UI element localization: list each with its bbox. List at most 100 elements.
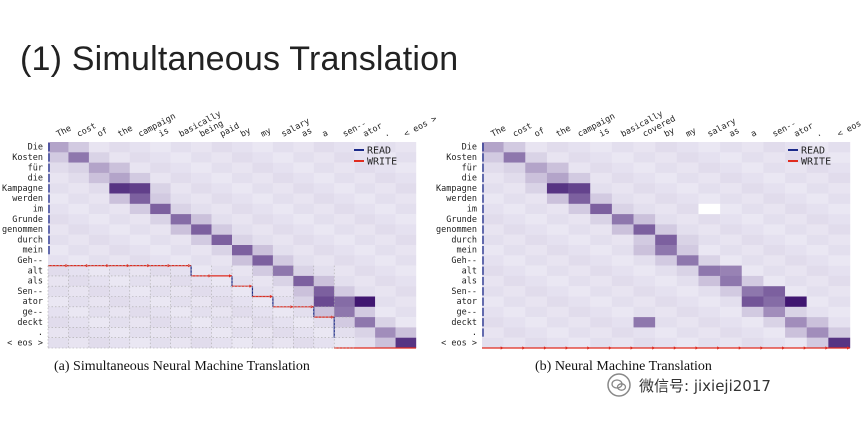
heatmap-cell xyxy=(375,306,396,318)
heatmap-cell xyxy=(129,306,151,318)
heatmap-cell xyxy=(633,193,656,204)
heatmap-cell xyxy=(655,162,678,174)
heatmap-cell xyxy=(313,255,335,266)
heatmap-cell xyxy=(568,142,591,153)
heatmap-cell xyxy=(785,183,807,194)
heatmap-cell xyxy=(633,255,656,266)
target-token-label: ge-- xyxy=(457,308,477,318)
heatmap-cell xyxy=(503,245,526,256)
heatmap-cell xyxy=(170,296,192,307)
heatmap-cell xyxy=(334,296,355,307)
watermark-text: 微信号: jixieji2017 xyxy=(639,376,771,395)
heatmap-cell xyxy=(503,183,526,194)
heatmap-cell xyxy=(546,245,569,256)
heatmap-cell xyxy=(720,152,742,163)
heatmap-cell xyxy=(232,152,253,163)
heatmap-cell xyxy=(293,193,314,204)
heatmap-cell xyxy=(48,234,69,246)
heatmap-cell xyxy=(806,142,829,153)
heatmap-cell xyxy=(546,172,569,184)
heatmap-cell xyxy=(546,234,569,246)
heatmap-cell xyxy=(232,142,253,153)
heatmap-cell xyxy=(395,234,417,246)
source-token-label: a xyxy=(321,128,330,139)
heatmap-cell xyxy=(272,234,294,246)
heatmap-cell xyxy=(828,337,851,349)
heatmap-cell xyxy=(590,234,613,246)
heatmap-cell xyxy=(806,183,829,194)
heatmap-cell xyxy=(68,162,90,174)
heatmap-cell xyxy=(48,317,69,328)
target-token-label: Kampagne xyxy=(436,184,477,194)
heatmap-cell xyxy=(698,172,721,184)
read-write-path xyxy=(482,143,850,350)
heatmap-cell xyxy=(191,275,212,287)
heatmap-cell xyxy=(68,245,90,256)
heatmap-cell xyxy=(375,224,396,235)
heatmap-cell xyxy=(568,203,591,215)
heatmap-cell xyxy=(525,337,548,349)
heatmap-cell xyxy=(655,193,678,204)
heatmap-cell xyxy=(48,306,69,318)
source-token-label: my xyxy=(684,126,698,140)
heatmap-cell xyxy=(109,286,130,297)
heatmap-cell xyxy=(88,152,110,163)
heatmap-cell xyxy=(109,224,130,235)
heatmap-cell xyxy=(252,296,274,307)
heatmap-cell xyxy=(720,142,742,153)
heatmap-cell xyxy=(375,337,396,349)
heatmap-cell xyxy=(741,224,764,235)
heatmap-cell xyxy=(293,183,314,194)
heatmap-cell xyxy=(590,224,613,235)
heatmap-cell xyxy=(88,306,110,318)
heatmap-cell xyxy=(503,214,526,225)
heatmap-cell xyxy=(590,214,613,225)
heatmap-cell xyxy=(48,275,69,287)
watermark: 微信号: jixieji2017 xyxy=(603,372,777,398)
source-token-label: of xyxy=(96,126,110,140)
heatmap-cell xyxy=(88,265,110,277)
heatmap-cell xyxy=(741,234,764,246)
heatmap-cell xyxy=(546,265,569,277)
heatmap-cell xyxy=(48,337,69,349)
heatmap-cell xyxy=(503,203,526,215)
heatmap-cell xyxy=(109,317,130,328)
heatmap-cell xyxy=(395,255,417,266)
heatmap-cell xyxy=(313,296,335,307)
heatmap-cell xyxy=(68,286,90,297)
heatmap-cell xyxy=(88,183,110,194)
heatmap-cell xyxy=(611,317,634,328)
heatmap-cell xyxy=(150,162,171,174)
heatmap-cell xyxy=(676,152,699,163)
heatmap-cell xyxy=(129,255,151,266)
heatmap-cell xyxy=(828,327,851,338)
heatmap-cell xyxy=(525,306,548,318)
heatmap-cell xyxy=(129,286,151,297)
heatmap-cell xyxy=(546,203,569,215)
heatmap-cell xyxy=(525,245,548,256)
heatmap-cell xyxy=(698,306,721,318)
heatmap-cell xyxy=(313,162,335,174)
target-token-label: < eos > xyxy=(441,338,477,348)
heatmap-cell xyxy=(129,214,151,225)
heatmap-cell xyxy=(633,224,656,235)
heatmap-cell xyxy=(293,172,314,184)
heatmap-cell xyxy=(655,214,678,225)
heatmap-cell xyxy=(720,286,742,297)
heatmap-cell xyxy=(191,203,212,215)
heatmap-cell xyxy=(109,142,130,153)
heatmap-cell xyxy=(611,337,634,349)
heatmap-cell xyxy=(482,214,504,225)
heatmap-cell xyxy=(568,296,591,307)
heatmap-cell xyxy=(633,245,656,256)
heatmap-cell xyxy=(720,296,742,307)
heatmap-cell xyxy=(828,172,851,184)
heatmap-cell xyxy=(191,337,212,349)
heatmap-cell xyxy=(88,234,110,246)
heatmap-cell xyxy=(232,162,253,174)
heatmap-cell xyxy=(720,255,742,266)
heatmap-cell xyxy=(611,296,634,307)
heatmap-cell xyxy=(633,152,656,163)
heatmap-cell xyxy=(546,337,569,349)
heatmap-cell xyxy=(720,327,742,338)
